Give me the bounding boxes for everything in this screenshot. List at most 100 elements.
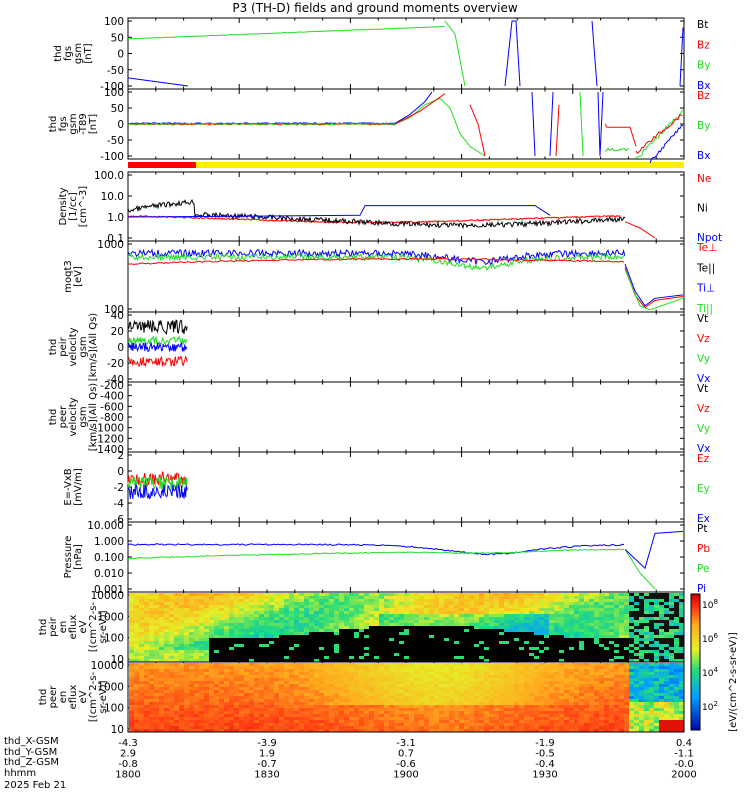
series-bz	[394, 93, 446, 125]
spectrogram-cell	[474, 638, 479, 641]
spectrogram-cell	[349, 593, 354, 596]
spectrogram-cell	[464, 596, 469, 599]
spectrogram-cell	[479, 702, 484, 705]
spectrogram-cell	[644, 632, 649, 635]
spectrogram-cell	[159, 653, 164, 656]
spectrogram-cell	[329, 647, 334, 650]
spectrogram-cell	[489, 687, 494, 690]
spectrogram-cell	[194, 663, 199, 666]
spectrogram-cell	[289, 729, 294, 732]
spectrogram-cell	[664, 617, 669, 620]
spectrogram-cell	[679, 629, 684, 632]
spectrogram-cell	[239, 617, 244, 620]
spectrogram-cell	[429, 726, 434, 729]
spectrogram-cell	[489, 608, 494, 611]
spectrogram-cell	[389, 699, 394, 702]
spectrogram-cell	[329, 684, 334, 687]
spectrogram-cell	[284, 663, 289, 666]
spectrogram-cell	[144, 714, 149, 717]
spectrogram-cell	[544, 596, 549, 599]
spectrogram-cell	[539, 602, 544, 605]
spectrogram-cell	[314, 726, 319, 729]
spectrogram-cell	[359, 690, 364, 693]
spectrogram-cell	[439, 699, 444, 702]
spectrogram-cell	[669, 629, 674, 632]
spectrogram-cell	[564, 617, 569, 620]
spectrogram-cell	[239, 602, 244, 605]
spectrogram-cell	[314, 632, 319, 635]
spectrogram-cell	[564, 596, 569, 599]
spectrogram-cell	[154, 593, 159, 596]
spectrogram-cell	[279, 653, 284, 656]
spectrogram-cell	[474, 696, 479, 699]
spectrogram-cell	[419, 614, 424, 617]
spectrogram-cell	[624, 650, 629, 653]
spectrogram-cell	[464, 696, 469, 699]
y-axis-label: [eV]	[73, 266, 84, 287]
spectrogram-cell	[599, 635, 604, 638]
spectrogram-cell	[644, 605, 649, 608]
y-axis-label: peir	[58, 336, 69, 356]
spectrogram-cell	[444, 702, 449, 705]
spectrogram-cell	[199, 666, 204, 669]
spectrogram-cell	[184, 656, 189, 659]
spectrogram-cell	[329, 656, 334, 659]
spectrogram-cell	[154, 699, 159, 702]
spectrogram-cell	[364, 690, 369, 693]
spectrogram-cell	[139, 626, 144, 629]
spectrogram-cell	[404, 647, 409, 650]
spectrogram-cell	[619, 638, 624, 641]
spectrogram-cell	[424, 659, 429, 662]
spectrogram-cell	[669, 623, 674, 626]
spectrogram-cell	[289, 629, 294, 632]
spectrogram-cell	[649, 623, 654, 626]
spectrogram-cell	[269, 593, 274, 596]
spectrogram-cell	[629, 638, 634, 641]
spectrogram-cell	[319, 602, 324, 605]
spectrogram-cell	[584, 650, 589, 653]
spectrogram-cell	[154, 702, 159, 705]
spectrogram-cell	[149, 708, 154, 711]
spectrogram-cell	[394, 599, 399, 602]
spectrogram-cell	[214, 656, 219, 659]
spectrogram-cell	[519, 626, 524, 629]
spectrogram-cell	[624, 656, 629, 659]
spectrogram-cell	[674, 659, 679, 662]
spectrogram-cell	[319, 644, 324, 647]
spectrogram-cell	[319, 663, 324, 666]
spectrogram-cell	[504, 632, 509, 635]
spectrogram-cell	[664, 605, 669, 608]
spectrogram-cell	[449, 656, 454, 659]
spectrogram-cell	[144, 690, 149, 693]
spectrogram-cell	[259, 663, 264, 666]
spectrogram-cell	[434, 666, 439, 669]
spectrogram-cell	[224, 702, 229, 705]
spectrogram-cell	[439, 635, 444, 638]
spectrogram-cell	[494, 693, 499, 696]
spectrogram-cell	[549, 644, 554, 647]
spectrogram-cell	[399, 690, 404, 693]
spectrogram-cell	[259, 696, 264, 699]
spectrogram-cell	[264, 653, 269, 656]
spectrogram-cell	[364, 638, 369, 641]
spectrogram-cell	[269, 699, 274, 702]
spectrogram-cell	[184, 711, 189, 714]
spectrogram-cell	[229, 663, 234, 666]
spectrogram-cell	[364, 632, 369, 635]
spectrogram-cell	[474, 626, 479, 629]
spectrogram-cell	[134, 666, 139, 669]
spectrogram-cell	[554, 620, 559, 623]
spectrogram-cell	[419, 596, 424, 599]
spectrogram-cell	[139, 729, 144, 732]
spectrogram-cell	[369, 687, 374, 690]
spectrogram-cell	[369, 632, 374, 635]
y-tick-label: 0	[117, 342, 124, 354]
spectrogram-cell	[544, 626, 549, 629]
y-tick-label: 10000	[91, 660, 124, 672]
spectrogram-cell	[494, 666, 499, 669]
spectrogram-cell	[434, 681, 439, 684]
spectrogram-cell	[309, 669, 314, 672]
spectrogram-cell	[299, 653, 304, 656]
spectrogram-cell	[179, 593, 184, 596]
spectrogram-cell	[264, 723, 269, 726]
